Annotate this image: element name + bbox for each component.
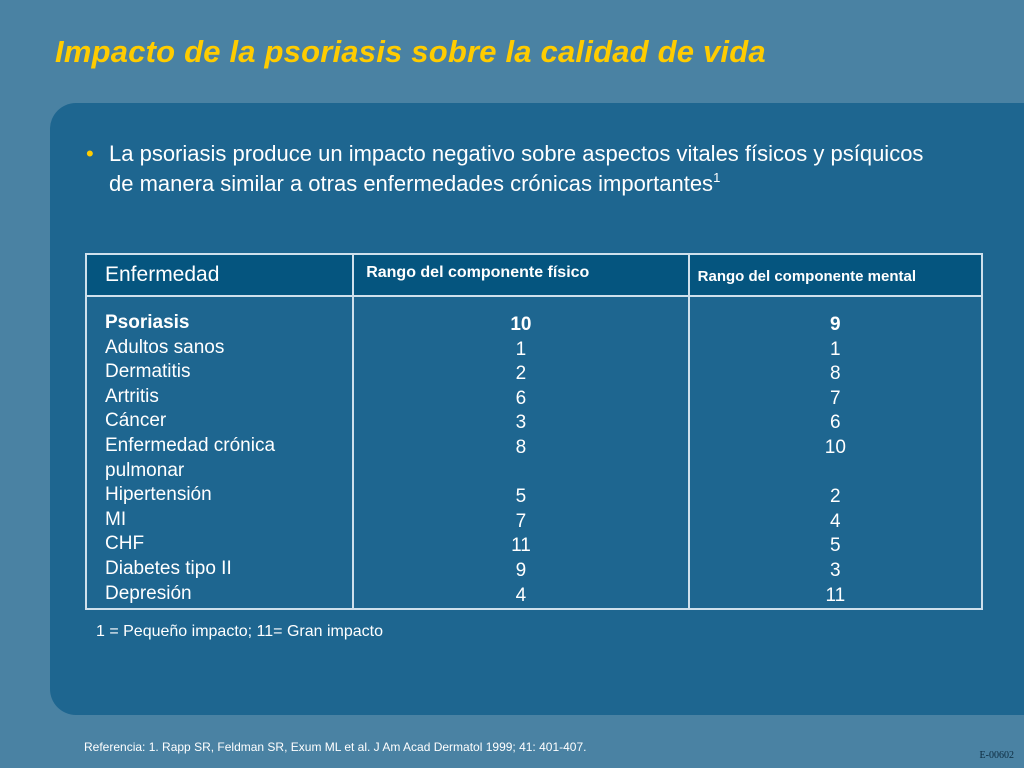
table-header-row: Enfermedad Rango del componente físico R… bbox=[84, 253, 984, 297]
mental-value: 5 bbox=[830, 535, 841, 557]
physical-value: 3 bbox=[515, 412, 527, 434]
bullet-text-wrap: La psoriasis produce un impacto negativo… bbox=[109, 139, 946, 199]
reference-citation: Referencia: 1. Rapp SR, Feldman SR, Exum… bbox=[84, 740, 587, 754]
bullet-text: La psoriasis produce un impacto negativo… bbox=[109, 141, 924, 196]
disease-name: Hipertensión bbox=[105, 484, 212, 506]
physical-column: 10 1 2 6 3 8 5 7 11 9 4 bbox=[352, 294, 690, 611]
mental-value: 9 bbox=[830, 314, 841, 335]
header-mental: Rango del componente mental bbox=[687, 253, 984, 297]
physical-value: 8 bbox=[515, 436, 527, 458]
mental-value: 10 bbox=[824, 436, 846, 458]
disease-name: Psoriasis bbox=[105, 312, 190, 333]
physical-value: 6 bbox=[515, 387, 527, 409]
mental-column: 9 1 8 7 6 10 2 4 5 3 11 bbox=[687, 294, 984, 611]
disease-name: MI bbox=[105, 508, 127, 530]
header-disease-label: Enfermedad bbox=[105, 263, 220, 286]
mental-value: 1 bbox=[830, 338, 841, 360]
mental-value: 3 bbox=[830, 559, 841, 581]
physical-value: 1 bbox=[515, 338, 527, 360]
slide-title: Impacto de la psoriasis sobre la calidad… bbox=[55, 34, 766, 69]
mental-value: 7 bbox=[830, 387, 841, 409]
physical-value: 11 bbox=[511, 535, 531, 557]
header-physical-label: Rango del componente físico bbox=[366, 264, 590, 281]
header-mental-label: Rango del componente mental bbox=[697, 268, 917, 285]
mental-value: 6 bbox=[830, 412, 841, 434]
row-spacer bbox=[690, 461, 981, 486]
disease-name: Artritis bbox=[105, 385, 159, 407]
row-spacer bbox=[354, 461, 687, 486]
disease-name: Depresión bbox=[105, 582, 192, 604]
disease-table: Enfermedad Rango del componente físico R… bbox=[84, 253, 984, 611]
disease-name: CHF bbox=[105, 533, 145, 555]
mental-value: 11 bbox=[825, 584, 846, 606]
disease-name: Cáncer bbox=[105, 410, 167, 432]
bullet-superscript: 1 bbox=[713, 170, 721, 185]
table-footnote: 1 = Pequeño impacto; 11= Gran impacto bbox=[96, 623, 383, 640]
table-body-row: Psoriasis Adultos sanos Dermatitis Artri… bbox=[84, 294, 984, 611]
mental-value: 8 bbox=[830, 363, 841, 385]
mental-value: 4 bbox=[830, 510, 841, 532]
disease-name: Dermatitis bbox=[105, 361, 191, 383]
physical-value: 9 bbox=[515, 559, 527, 581]
physical-value: 7 bbox=[515, 510, 527, 532]
mental-value: 2 bbox=[830, 486, 841, 508]
disease-column: Psoriasis Adultos sanos Dermatitis Artri… bbox=[84, 294, 355, 611]
disease-name: Diabetes tipo II bbox=[105, 557, 232, 579]
bullet-point: • La psoriasis produce un impacto negati… bbox=[86, 139, 946, 199]
header-physical: Rango del componente físico bbox=[352, 253, 690, 297]
disease-name-continued: pulmonar bbox=[105, 459, 185, 481]
disease-name: Enfermedad crónica bbox=[105, 434, 276, 456]
physical-value: 4 bbox=[515, 584, 527, 606]
slide-code: E-00602 bbox=[979, 750, 1014, 761]
disease-name: Adultos sanos bbox=[105, 336, 225, 358]
physical-value: 2 bbox=[515, 363, 527, 385]
physical-value: 10 bbox=[510, 314, 532, 335]
header-disease: Enfermedad bbox=[84, 253, 355, 297]
bullet-dot-icon: • bbox=[86, 141, 94, 166]
physical-value: 5 bbox=[515, 486, 527, 508]
